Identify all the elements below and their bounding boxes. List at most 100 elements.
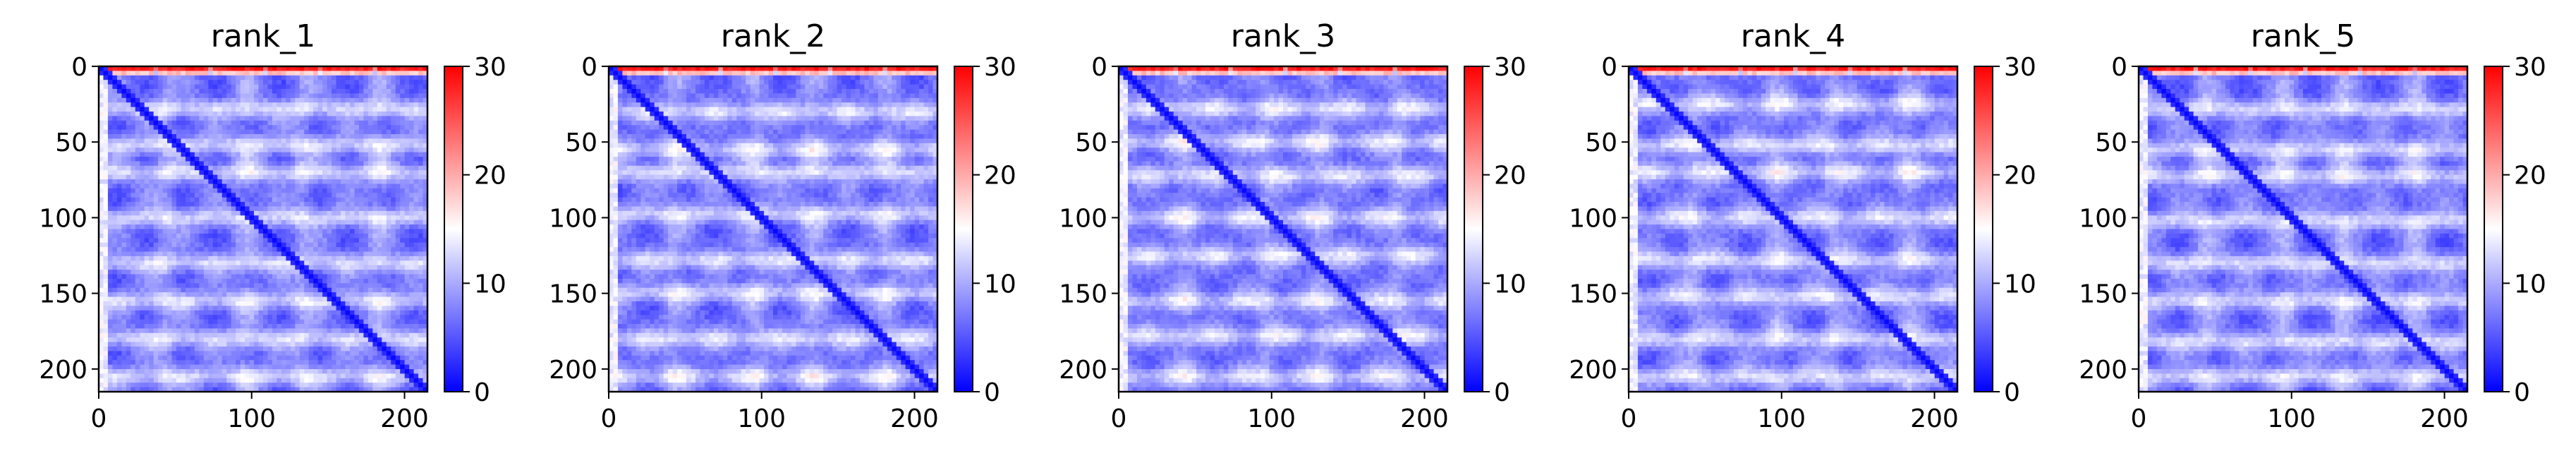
heatmap-cell — [341, 234, 346, 239]
heatmap-cell — [363, 71, 368, 76]
heatmap-cell — [108, 175, 113, 180]
heatmap-cell — [295, 170, 300, 175]
heatmap-cell — [313, 161, 318, 166]
heatmap-cell — [254, 157, 259, 162]
heatmap-cell — [213, 252, 218, 257]
heatmap-cell — [126, 184, 131, 188]
heatmap-cell — [112, 161, 117, 166]
heatmap-cell — [213, 125, 218, 130]
heatmap-cell — [172, 238, 177, 243]
heatmap-cell — [236, 143, 241, 148]
heatmap-cell — [318, 93, 323, 98]
heatmap-cell — [409, 211, 414, 216]
heatmap-cell — [217, 152, 222, 157]
heatmap-cell — [126, 175, 131, 180]
heatmap-cell — [195, 89, 200, 94]
heatmap-cell — [121, 184, 126, 188]
heatmap-cell — [346, 202, 351, 207]
heatmap-cell — [167, 265, 172, 270]
heatmap-cell — [181, 198, 186, 203]
heatmap-cell — [181, 224, 186, 229]
heatmap-cell — [135, 71, 140, 76]
heatmap-cell — [259, 184, 264, 188]
heatmap-cell — [236, 220, 241, 225]
heatmap-cell — [391, 220, 396, 225]
heatmap-cell — [117, 93, 122, 98]
heatmap-cell — [400, 76, 405, 80]
heatmap-cell — [405, 93, 410, 98]
heatmap-cell — [322, 229, 327, 234]
heatmap-cell — [267, 130, 272, 135]
heatmap-cell — [286, 234, 291, 239]
heatmap-cell — [195, 76, 200, 80]
heatmap-cell — [190, 234, 195, 239]
heatmap-cell — [181, 116, 186, 121]
heatmap-cell — [213, 215, 218, 220]
heatmap-cell — [327, 125, 332, 130]
heatmap-cell — [336, 166, 341, 171]
heatmap-cell — [414, 193, 419, 198]
heatmap-cell — [140, 85, 145, 90]
heatmap-cell — [377, 107, 382, 112]
heatmap-cell — [387, 89, 391, 94]
heatmap-cell — [277, 116, 281, 121]
heatmap-cell — [291, 198, 296, 203]
heatmap-cell — [195, 138, 200, 143]
heatmap-cell — [222, 256, 227, 261]
heatmap-cell — [217, 211, 222, 216]
heatmap-cell — [382, 198, 387, 203]
heatmap-cell — [336, 71, 341, 76]
heatmap-cell — [186, 211, 190, 216]
heatmap-cell — [217, 270, 222, 275]
heatmap-cell — [418, 71, 423, 76]
heatmap-cell — [186, 143, 190, 148]
heatmap-cell — [327, 138, 332, 143]
heatmap-cell — [332, 80, 336, 85]
heatmap-cell — [149, 76, 154, 80]
heatmap-cell — [163, 193, 168, 198]
heatmap-cell — [418, 148, 423, 152]
heatmap-cell — [295, 215, 300, 220]
heatmap-cell — [418, 170, 423, 175]
heatmap-cell — [130, 85, 135, 90]
heatmap-cell — [190, 270, 195, 275]
heatmap-cell — [368, 138, 373, 143]
heatmap-cell — [259, 166, 264, 171]
heatmap-cell — [158, 125, 163, 130]
heatmap-cell — [387, 206, 391, 211]
heatmap-cell — [254, 184, 259, 188]
heatmap-cell — [254, 256, 259, 261]
heatmap-cell — [327, 170, 332, 175]
heatmap-cell — [332, 184, 336, 188]
heatmap-cell — [332, 71, 336, 76]
heatmap-cell — [322, 270, 327, 275]
heatmap-cell — [126, 125, 131, 130]
heatmap-cell — [117, 116, 122, 121]
heatmap-cell — [103, 256, 108, 261]
heatmap-cell — [117, 247, 122, 252]
heatmap-cell — [341, 170, 346, 175]
heatmap-cell — [336, 98, 341, 103]
heatmap-cell — [112, 260, 117, 265]
heatmap-cell — [231, 220, 236, 225]
heatmap-cell — [245, 220, 250, 225]
heatmap-cell — [130, 179, 135, 184]
heatmap-cell — [387, 80, 391, 85]
heatmap-cell — [418, 188, 423, 193]
heatmap-cell — [272, 179, 277, 184]
heatmap-cell — [332, 98, 336, 103]
heatmap-cell — [281, 89, 286, 94]
heatmap-cell — [409, 175, 414, 180]
heatmap-cell — [418, 243, 423, 248]
heatmap-cell — [190, 170, 195, 175]
heatmap-cell — [199, 206, 204, 211]
heatmap-cell — [195, 193, 200, 198]
heatmap-cell — [154, 238, 159, 243]
heatmap-cell — [145, 71, 150, 76]
heatmap-cell — [304, 270, 309, 275]
heatmap-cell — [318, 125, 323, 130]
heatmap-cell — [354, 112, 359, 116]
heatmap-cell — [304, 76, 309, 80]
heatmap-cell — [277, 238, 281, 243]
heatmap-cell — [213, 121, 218, 126]
